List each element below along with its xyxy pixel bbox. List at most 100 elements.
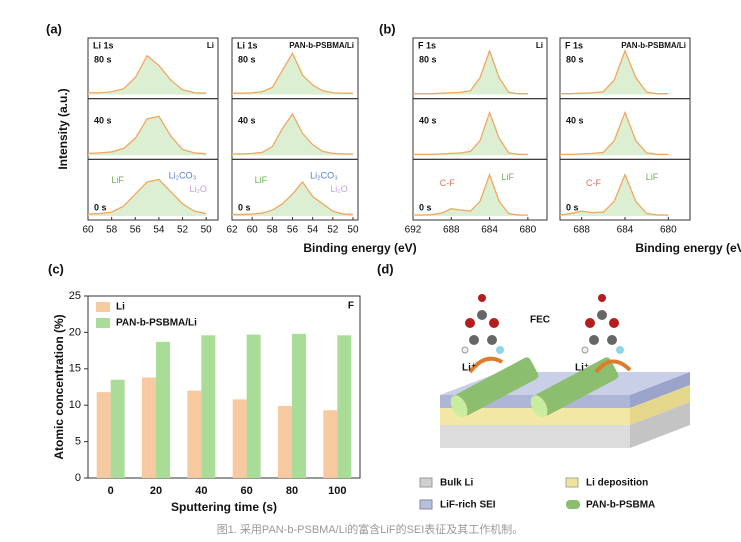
panel-letter: (c) [48, 261, 64, 276]
x-tick-label: 60 [82, 225, 94, 236]
bar [323, 410, 338, 478]
area [88, 179, 207, 216]
legend-swatch [96, 302, 110, 312]
polymer-tube [450, 357, 539, 418]
time-label: 80 s [566, 55, 584, 65]
time-label: 80 s [419, 55, 437, 65]
area [232, 181, 353, 216]
area [413, 50, 528, 95]
x-axis-title: Binding energy (eV) [303, 241, 416, 255]
spectrum-line [232, 112, 353, 155]
panel-title: Li 1s [93, 40, 114, 50]
x-tick-label: 684 [617, 225, 634, 236]
x-tick-label: 692 [405, 225, 422, 236]
panel-title: Li 1s [237, 40, 258, 50]
x-tick-label: 58 [106, 225, 118, 236]
x-tick-label: 50 [347, 225, 359, 236]
annotation: C-F [440, 178, 455, 188]
x-tick-label: 50 [201, 225, 213, 236]
area [560, 50, 669, 95]
legend-swatch [96, 318, 110, 328]
spectrum-line [87, 178, 207, 215]
x-tick-label: 100 [328, 485, 346, 497]
y-tick-label: 10 [69, 399, 81, 411]
spectrum-line [413, 172, 528, 216]
arrow [468, 356, 504, 374]
li-deposition [630, 385, 690, 425]
bar [232, 399, 247, 478]
sample-label: Li [536, 41, 543, 50]
subplot-frame [87, 158, 219, 221]
annotation: LiF [111, 175, 124, 185]
panel-letter: (d) [377, 261, 394, 276]
x-tick-label: 60 [241, 485, 253, 497]
subplot-frame [412, 158, 548, 221]
legend-swatch [565, 477, 579, 488]
y-tick-label: 15 [69, 363, 81, 375]
area [232, 113, 353, 156]
spectrum-line [232, 51, 353, 94]
time-label: 0 s [419, 202, 432, 212]
annotation: Li₂O [189, 184, 207, 194]
bulk-li [440, 425, 630, 448]
x-tick-label: 54 [153, 225, 165, 236]
area [232, 53, 353, 95]
x-tick-label: 688 [443, 225, 460, 236]
sample-label: PAN-b-PSBMA/Li [621, 41, 686, 50]
arrow [594, 359, 632, 374]
area [88, 116, 207, 156]
legend-label: PAN-b-PSBMA [586, 500, 655, 511]
bar [201, 335, 216, 478]
legend-swatch [419, 499, 433, 510]
bar [96, 392, 111, 478]
panel-title: F 1s [418, 40, 436, 50]
time-label: 0 s [566, 202, 579, 212]
bulk-li [630, 402, 690, 448]
y-tick-label: 0 [75, 472, 81, 484]
area [413, 112, 528, 156]
legend-label: Li deposition [586, 478, 648, 489]
legend-label: PAN-b-PSBMA/Li [116, 318, 197, 329]
annotation: C-F [586, 178, 601, 188]
time-label: 40 s [94, 115, 112, 125]
li-deposition [440, 408, 630, 425]
legend-label: LiF-rich SEI [440, 500, 496, 511]
spectrum-line [560, 110, 669, 156]
x-tick-label: 56 [287, 225, 299, 236]
molecule-label: FEC [530, 315, 550, 326]
sei-diagram: FEC Li⁺ Li⁺ (d) Bulk Li Li deposition Li… [377, 261, 690, 511]
corner-label: F [348, 301, 354, 312]
legend-swatch [419, 477, 433, 488]
x-axis-title: Binding energy (eV) [635, 241, 741, 255]
fec-molecule [581, 294, 624, 354]
time-label: 0 s [94, 202, 107, 212]
ion-label: Li⁺ [575, 363, 589, 374]
x-tick-label: 0 [108, 485, 114, 497]
spectrum-line [413, 110, 528, 156]
sample-label: PAN-b-PSBMA/Li [289, 41, 354, 50]
sei-layer [630, 372, 690, 408]
annotation: Li₂O [330, 184, 348, 194]
caption: 图1. 采用PAN-b-PSBMA/Li的富含LiF的SEI表征及其工作机制。 [217, 522, 524, 536]
time-label: 80 s [94, 55, 112, 65]
sample-label: Li [207, 41, 214, 50]
bar [246, 334, 261, 478]
x-tick-label: 40 [195, 485, 207, 497]
subplot-frame [231, 158, 359, 221]
x-tick-label: 62 [226, 225, 238, 236]
spectrum-line [87, 115, 207, 155]
annotation: Li₂CO₃ [169, 171, 197, 181]
bar [156, 341, 170, 478]
panel-title: F 1s [565, 40, 583, 50]
bar [292, 333, 306, 478]
bar [278, 405, 292, 478]
spectrum-line [88, 54, 207, 94]
time-label: 0 s [238, 202, 251, 212]
annotation: LiF [255, 175, 268, 185]
annotation: LiF [501, 172, 514, 182]
time-label: 40 s [238, 115, 256, 125]
x-tick-label: 60 [247, 225, 259, 236]
bar [337, 335, 352, 478]
y-axis-title: Atomic concentration (%) [52, 314, 66, 459]
